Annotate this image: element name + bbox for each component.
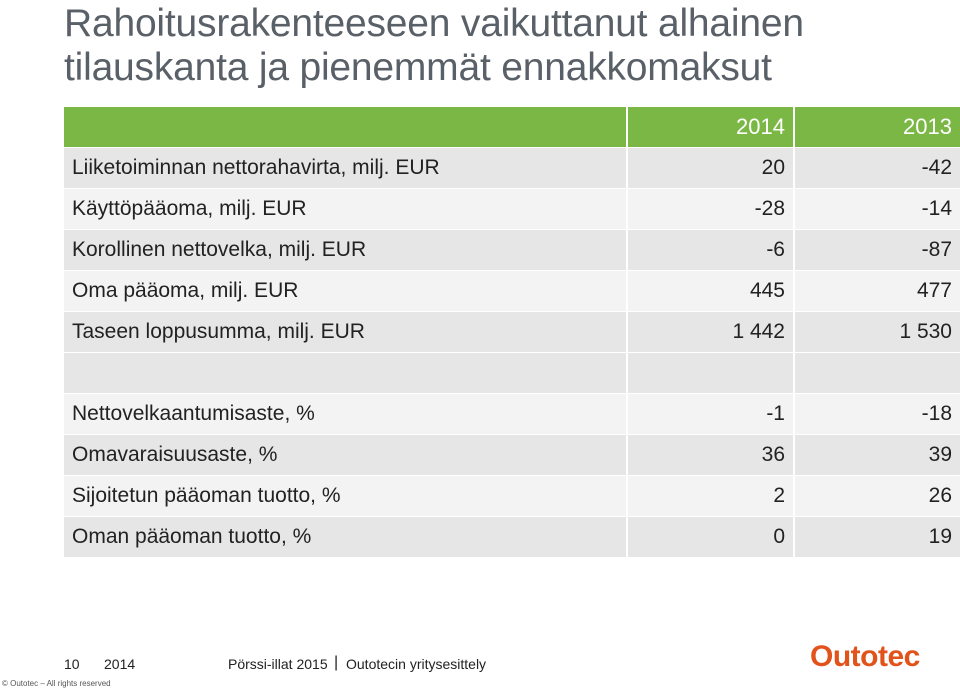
row-value-2014: 2 bbox=[626, 476, 793, 517]
spacer-cell bbox=[64, 353, 626, 394]
spacer-cell bbox=[626, 353, 793, 394]
row-label: Nettovelkaantumisaste, % bbox=[64, 394, 626, 435]
table-row: Liiketoiminnan nettorahavirta, milj. EUR… bbox=[64, 148, 960, 189]
copyright-notice: © Outotec – All rights reserved bbox=[2, 679, 111, 688]
row-value-2013: -14 bbox=[793, 189, 960, 230]
table-row: Nettovelkaantumisaste, % -1 -18 bbox=[64, 394, 960, 435]
row-label: Sijoitetun pääoman tuotto, % bbox=[64, 476, 626, 517]
table-row: Omavaraisuusaste, % 36 39 bbox=[64, 435, 960, 476]
row-value-2013: 26 bbox=[793, 476, 960, 517]
row-value-2013: 1 530 bbox=[793, 312, 960, 353]
spacer-cell bbox=[793, 353, 960, 394]
row-value-2014: 20 bbox=[626, 148, 793, 189]
table-row: Oman pääoman tuotto, % 0 19 bbox=[64, 517, 960, 558]
footer-year: 2014 bbox=[104, 656, 136, 672]
row-label: Käyttöpääoma, milj. EUR bbox=[64, 189, 626, 230]
row-value-2014: -6 bbox=[626, 230, 793, 271]
slide-title: Rahoitusrakenteeseen vaikuttanut alhaine… bbox=[64, 2, 804, 90]
row-label: Oma pääoma, milj. EUR bbox=[64, 271, 626, 312]
table-row: Korollinen nettovelka, milj. EUR -6 -87 bbox=[64, 230, 960, 271]
row-value-2013: 19 bbox=[793, 517, 960, 558]
table-spacer-row bbox=[64, 353, 960, 394]
row-value-2014: 36 bbox=[626, 435, 793, 476]
slide-footer: 10 2014 Pörssi-illat 2015 | Outotecin yr… bbox=[0, 640, 960, 689]
table-row: Taseen loppusumma, milj. EUR 1 442 1 530 bbox=[64, 312, 960, 353]
row-label: Korollinen nettovelka, milj. EUR bbox=[64, 230, 626, 271]
footer-event: Pörssi-illat 2015 bbox=[228, 656, 328, 672]
footer-separator: | bbox=[334, 654, 339, 671]
header-blank-cell bbox=[64, 107, 626, 148]
financial-table: 2014 2013 Liiketoiminnan nettorahavirta,… bbox=[64, 107, 960, 558]
page-number: 10 bbox=[64, 656, 80, 672]
row-value-2013: -87 bbox=[793, 230, 960, 271]
table-row: Käyttöpääoma, milj. EUR -28 -14 bbox=[64, 189, 960, 230]
row-value-2013: 477 bbox=[793, 271, 960, 312]
table-row: Sijoitetun pääoman tuotto, % 2 26 bbox=[64, 476, 960, 517]
row-label: Liiketoiminnan nettorahavirta, milj. EUR bbox=[64, 148, 626, 189]
slide-title-line1: Rahoitusrakenteeseen vaikuttanut alhaine… bbox=[64, 2, 804, 45]
row-value-2014: 1 442 bbox=[626, 312, 793, 353]
row-label: Oman pääoman tuotto, % bbox=[64, 517, 626, 558]
table-header-row: 2014 2013 bbox=[64, 107, 960, 148]
row-value-2014: -28 bbox=[626, 189, 793, 230]
row-label: Omavaraisuusaste, % bbox=[64, 435, 626, 476]
header-year-2014: 2014 bbox=[626, 107, 793, 148]
slide-title-line2: tilauskanta ja pienemmät ennakkomaksut bbox=[64, 46, 772, 89]
row-value-2014: 445 bbox=[626, 271, 793, 312]
row-label: Taseen loppusumma, milj. EUR bbox=[64, 312, 626, 353]
outotec-logo: Outotec bbox=[810, 640, 920, 673]
row-value-2013: -42 bbox=[793, 148, 960, 189]
row-value-2013: -18 bbox=[793, 394, 960, 435]
row-value-2014: -1 bbox=[626, 394, 793, 435]
table-row: Oma pääoma, milj. EUR 445 477 bbox=[64, 271, 960, 312]
row-value-2013: 39 bbox=[793, 435, 960, 476]
footer-topic: Outotecin yritysesittely bbox=[346, 656, 487, 672]
row-value-2014: 0 bbox=[626, 517, 793, 558]
header-year-2013: 2013 bbox=[793, 107, 960, 148]
